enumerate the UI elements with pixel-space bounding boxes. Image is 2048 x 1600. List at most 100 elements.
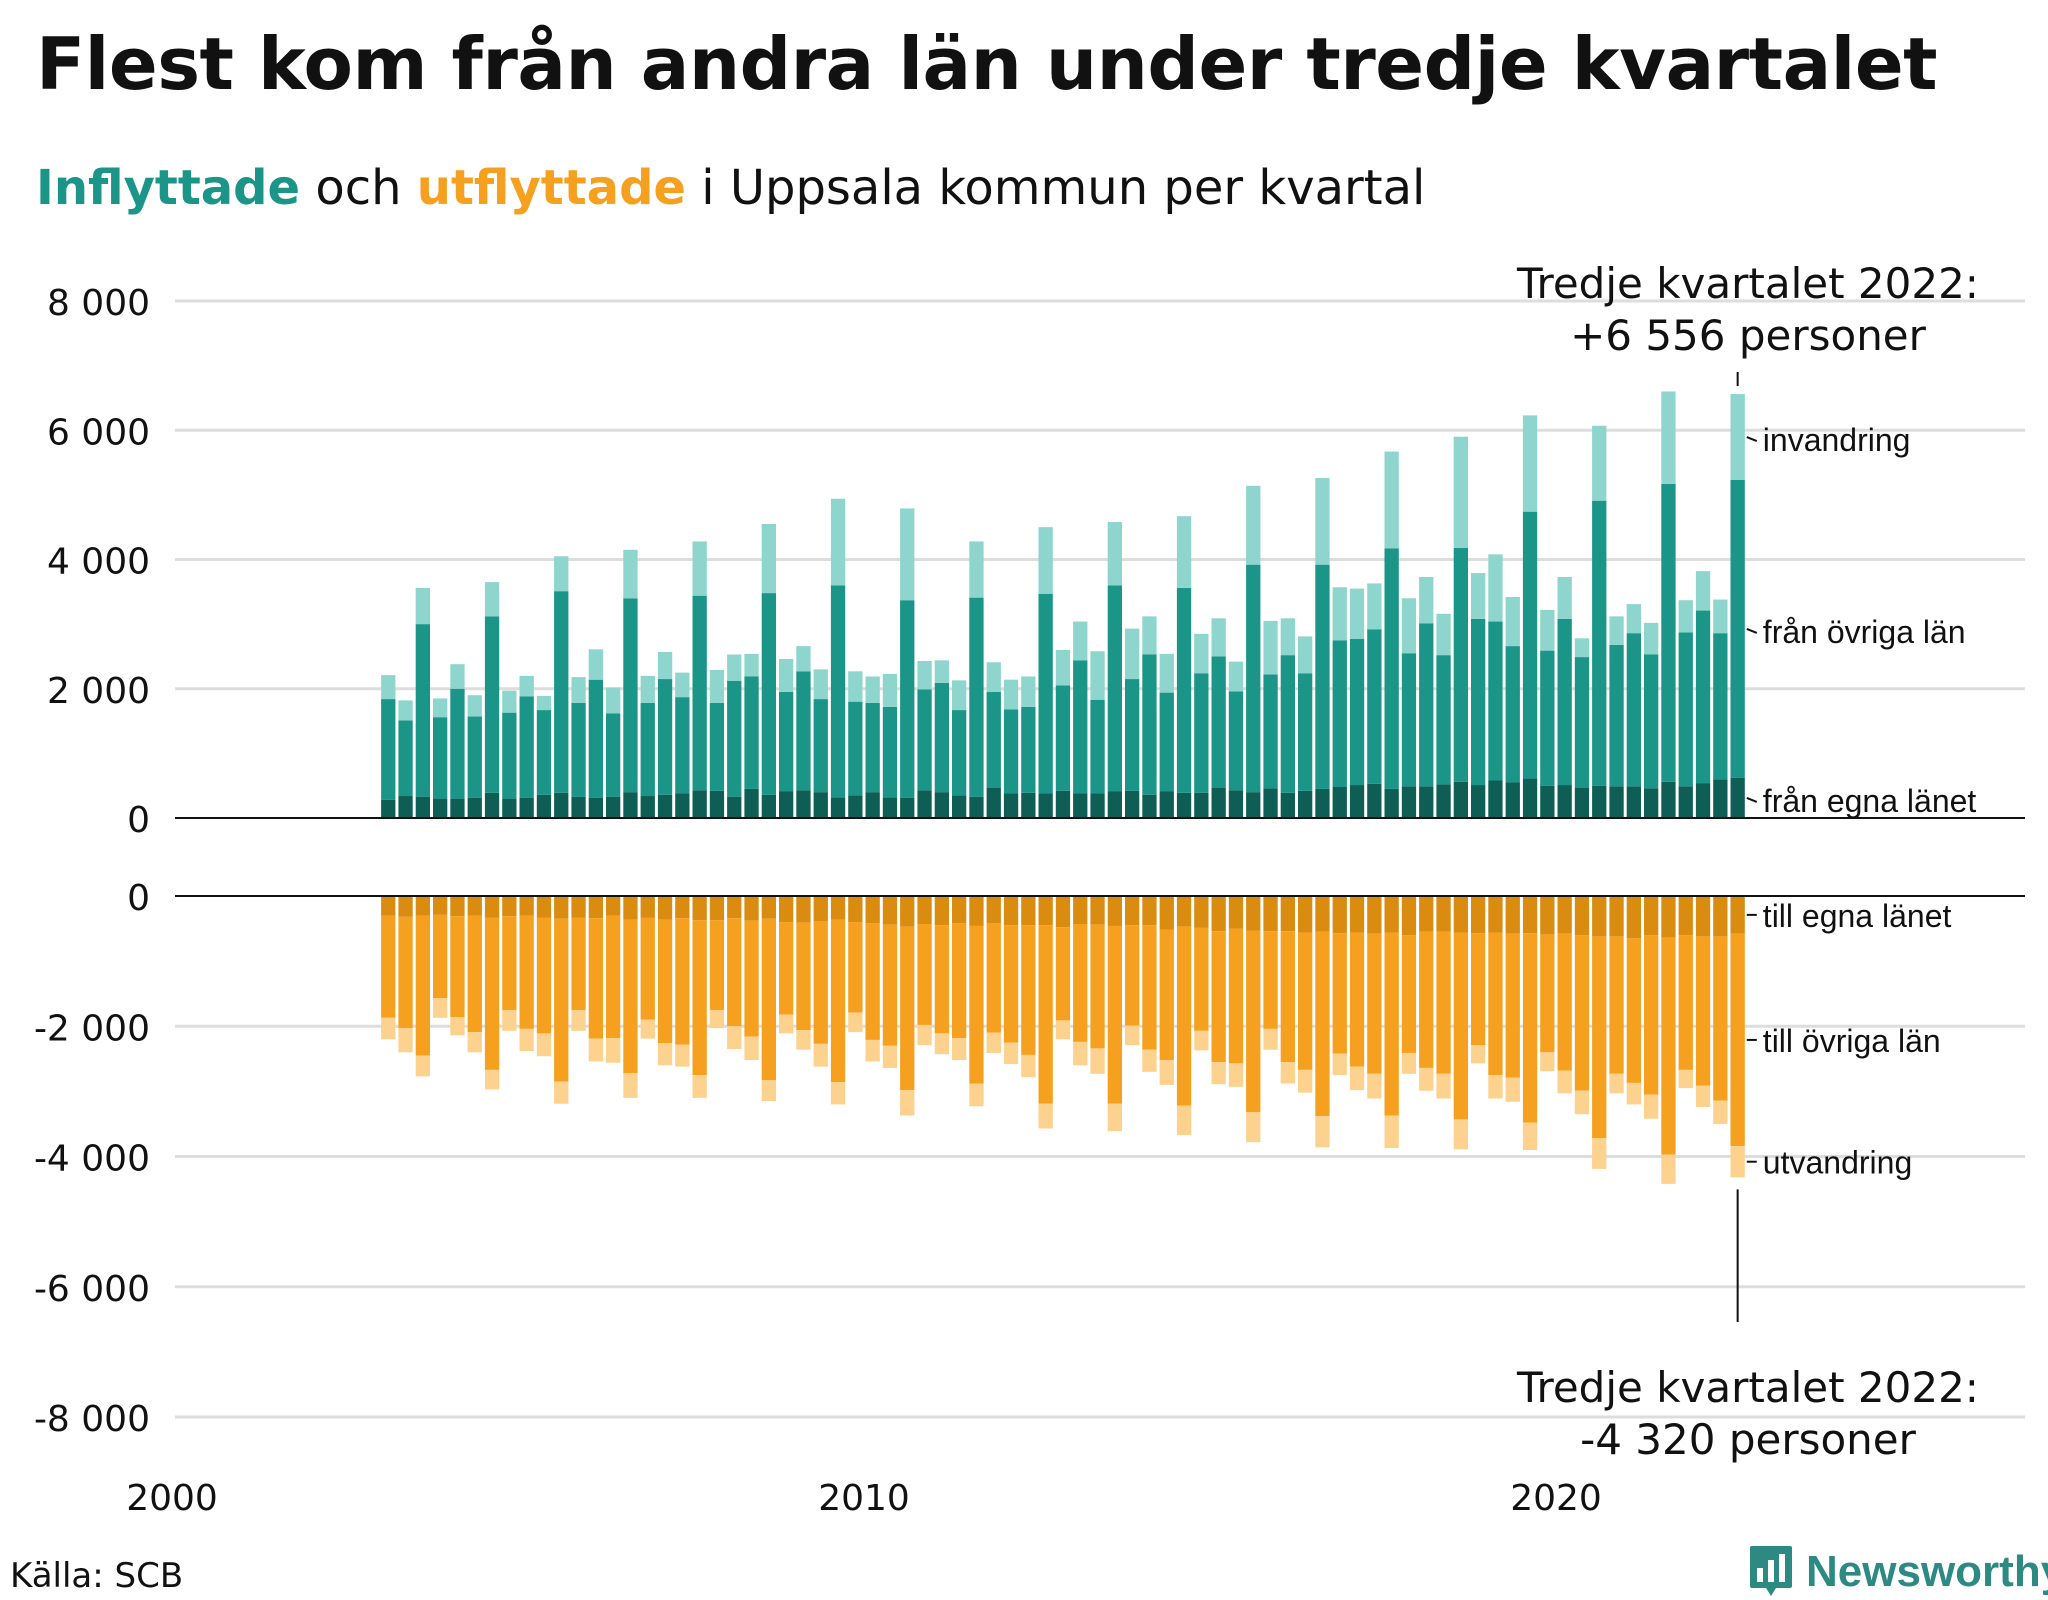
bar-inflyttade <box>519 675 534 697</box>
bar-inflyttade <box>1176 792 1192 818</box>
bar-inflyttade <box>1557 785 1572 818</box>
bar-utflyttade <box>1038 1103 1053 1129</box>
bar-utflyttade <box>1263 1028 1278 1050</box>
bar-utflyttade <box>519 896 534 916</box>
bar-inflyttade <box>1488 621 1503 781</box>
bar-utflyttade <box>1349 932 1365 1067</box>
bar-utflyttade <box>1695 896 1711 937</box>
bar-inflyttade <box>1332 786 1347 818</box>
bar-utflyttade <box>986 923 1001 1033</box>
bar-inflyttade <box>1090 793 1105 818</box>
bar-utflyttade <box>917 896 932 925</box>
bar-inflyttade <box>1125 628 1140 680</box>
newsworthy-logo[interactable]: Newsworthy <box>1748 1544 2048 1600</box>
bar-utflyttade <box>796 1030 811 1050</box>
bar-inflyttade <box>1384 548 1399 789</box>
bar-inflyttade <box>554 591 569 793</box>
bar-inflyttade <box>813 699 828 793</box>
bar-inflyttade <box>900 600 915 798</box>
bar-utflyttade <box>433 914 448 999</box>
bar-utflyttade <box>1436 896 1451 932</box>
bar-utflyttade <box>536 917 552 1034</box>
bar-utflyttade <box>623 919 638 1074</box>
bar-utflyttade <box>1730 896 1745 934</box>
bar-utflyttade <box>952 923 967 1038</box>
bar-inflyttade <box>1540 609 1555 651</box>
bar-inflyttade <box>986 787 1001 818</box>
bar-utflyttade <box>1367 896 1382 934</box>
bar-inflyttade <box>519 696 534 798</box>
bar-inflyttade <box>865 792 880 818</box>
bar-inflyttade <box>675 697 690 794</box>
bar-utflyttade <box>484 1069 500 1090</box>
bar-inflyttade <box>1176 516 1192 588</box>
bar-utflyttade <box>657 896 673 920</box>
bar-utflyttade <box>675 918 690 1045</box>
bar-utflyttade <box>1557 1070 1572 1094</box>
bar-utflyttade <box>536 896 552 918</box>
bar-utflyttade <box>1090 896 1105 925</box>
bar-utflyttade <box>830 919 846 1083</box>
bar-utflyttade <box>519 1028 534 1051</box>
bar-utflyttade <box>692 896 707 921</box>
bar-inflyttade <box>1626 604 1641 634</box>
bar-inflyttade <box>1436 784 1451 818</box>
bar-utflyttade <box>1453 932 1468 1120</box>
bar-utflyttade <box>744 1036 759 1061</box>
bar-inflyttade <box>1263 674 1278 789</box>
bar-chart-icon <box>1750 1546 1792 1596</box>
bar-inflyttade <box>1228 790 1244 818</box>
bar-inflyttade <box>1419 623 1434 787</box>
bar-inflyttade <box>779 791 794 818</box>
bar-inflyttade <box>398 796 413 818</box>
bar-inflyttade <box>381 799 396 818</box>
bar-inflyttade <box>848 795 863 818</box>
bar-utflyttade <box>1505 933 1520 1078</box>
bar-utflyttade <box>1211 896 1226 932</box>
bar-utflyttade <box>623 1073 638 1098</box>
bar-utflyttade <box>398 916 413 1029</box>
bar-inflyttade <box>1471 573 1486 619</box>
bar-inflyttade <box>1211 787 1226 818</box>
bar-utflyttade <box>1176 1105 1192 1136</box>
bar-utflyttade <box>1349 896 1365 933</box>
bar-inflyttade <box>1367 583 1382 630</box>
bar-utflyttade <box>588 1038 603 1062</box>
bar-utflyttade <box>1315 896 1330 932</box>
bar-inflyttade <box>1073 793 1088 818</box>
bar-utflyttade <box>571 896 586 918</box>
bar-utflyttade <box>1315 1116 1330 1148</box>
bar-inflyttade <box>415 624 430 797</box>
bar-utflyttade <box>1142 925 1157 1050</box>
bar-inflyttade <box>1349 785 1365 818</box>
bar-inflyttade <box>398 700 413 721</box>
bar-utflyttade <box>1488 1075 1503 1099</box>
bar-utflyttade <box>1125 1025 1140 1046</box>
bar-utflyttade <box>571 917 586 1010</box>
bar-utflyttade <box>1661 937 1676 1155</box>
bar-inflyttade <box>1384 788 1399 818</box>
bar-inflyttade <box>1055 790 1071 818</box>
bar-inflyttade <box>1419 786 1434 818</box>
bar-inflyttade <box>952 680 967 711</box>
bar-utflyttade <box>1228 1063 1244 1087</box>
bar-inflyttade <box>1695 783 1711 818</box>
bar-inflyttade <box>1678 786 1693 818</box>
bar-utflyttade <box>1021 896 1036 926</box>
bar-utflyttade <box>1644 896 1659 936</box>
bar-utflyttade <box>1298 932 1313 1070</box>
x-tick-label: 2020 <box>1510 1478 1602 1519</box>
bar-inflyttade <box>502 690 517 713</box>
bar-inflyttade <box>1367 783 1382 818</box>
bar-inflyttade <box>588 649 603 680</box>
bar-utflyttade <box>1003 925 1019 1043</box>
bar-utflyttade <box>1574 935 1590 1091</box>
bar-inflyttade <box>1609 786 1624 818</box>
chart-subtitle: Inflyttade och utflyttade i Uppsala komm… <box>36 160 1425 216</box>
bar-inflyttade <box>796 790 811 818</box>
bar-inflyttade <box>433 798 448 818</box>
bar-utflyttade <box>813 896 828 922</box>
subtitle-utflyttade: utflyttade <box>416 160 686 216</box>
bar-inflyttade <box>1678 600 1693 633</box>
bar-utflyttade <box>761 918 776 1081</box>
